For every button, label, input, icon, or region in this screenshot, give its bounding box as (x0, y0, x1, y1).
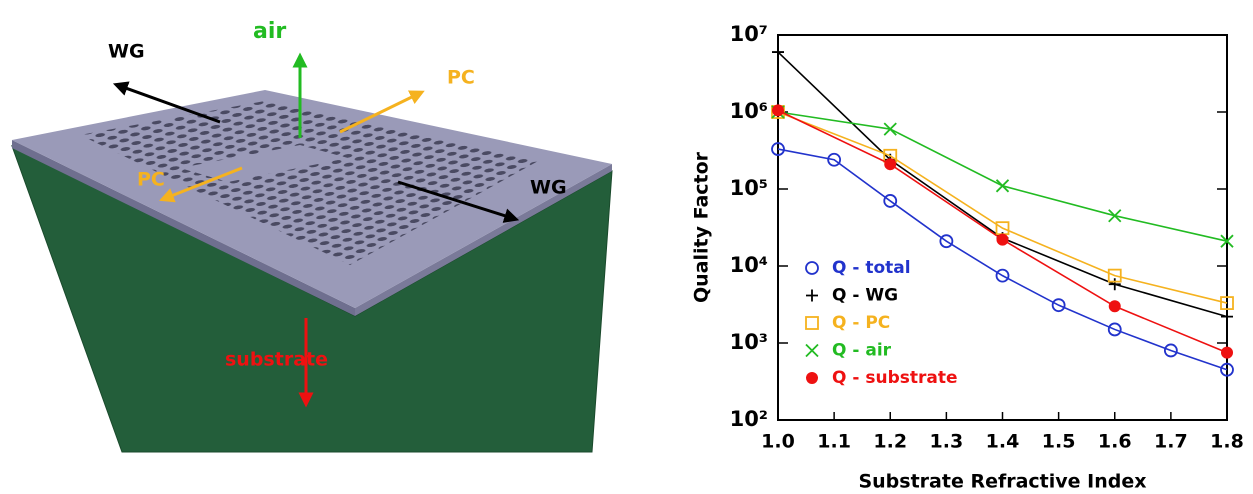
legend-label: Q - total (832, 258, 911, 278)
arrow (112, 81, 221, 124)
device-diagram (11, 52, 613, 453)
y-tick-label: 10⁷ (730, 22, 768, 46)
marker (1108, 278, 1121, 291)
diagram-label: air (253, 19, 286, 44)
y-tick-label: 10⁶ (730, 99, 768, 123)
legend-marker (805, 261, 819, 275)
x-tick-label: 1.5 (1042, 431, 1076, 453)
legend-label: Q - PC (832, 313, 890, 333)
diagram-label: WG (530, 177, 567, 199)
marker (995, 179, 1010, 193)
legend-label: Q - WG (832, 286, 898, 306)
marker (1221, 310, 1233, 323)
slab-edge (12, 140, 355, 316)
x-tick-label: 1.6 (1098, 431, 1132, 453)
marker (771, 142, 785, 156)
legend-marker (806, 289, 818, 302)
marker (1107, 268, 1122, 283)
series-line (777, 148, 1228, 371)
marker (1221, 346, 1233, 359)
marker (827, 152, 842, 167)
diagram-label: WG (108, 41, 145, 63)
x-tick-label: 1.7 (1154, 431, 1188, 453)
x-tick-label: 1.1 (817, 431, 851, 453)
arrow (339, 90, 425, 134)
marker (1051, 298, 1066, 313)
marker (1163, 343, 1178, 358)
marker (1108, 209, 1122, 223)
marker (1220, 296, 1234, 310)
marker (772, 104, 784, 117)
diagram-label: PC (447, 67, 475, 89)
marker (1107, 322, 1122, 337)
x-tick-label: 1.0 (761, 431, 795, 453)
x-tick-label: 1.8 (1210, 431, 1244, 453)
series-line (777, 111, 1228, 304)
legend-label: Q - substrate (832, 368, 958, 388)
marker (884, 158, 897, 171)
marker (883, 194, 898, 208)
y-axis-label: Quality Factor (691, 151, 713, 303)
x-axis-label: Substrate Refractive Index (858, 471, 1146, 493)
marker (995, 268, 1010, 283)
slab-edge (355, 164, 612, 316)
legend-label: Q - air (832, 341, 892, 361)
marker (939, 234, 954, 249)
x-tick-label: 1.4 (986, 431, 1020, 453)
legend-marker (805, 343, 819, 358)
marker (883, 122, 897, 136)
holes (80, 100, 540, 265)
diagram-label: substrate (225, 349, 328, 371)
waveguide (180, 145, 348, 182)
marker (996, 233, 1009, 246)
x-tick-label: 1.2 (873, 431, 907, 453)
legend-marker (806, 372, 818, 384)
y-tick-label: 10² (730, 407, 768, 431)
marker (1108, 300, 1121, 313)
marker (1220, 362, 1234, 377)
y-tick-label: 10⁵ (730, 176, 768, 200)
y-tick-label: 10³ (730, 330, 768, 354)
marker (1220, 234, 1234, 248)
arrow (397, 180, 520, 223)
diagram-label: PC (137, 169, 165, 191)
x-tick-label: 1.3 (930, 431, 964, 453)
legend-marker (805, 316, 819, 330)
marker (772, 46, 784, 59)
arrow (159, 166, 243, 203)
y-tick-label: 10⁴ (730, 253, 768, 277)
